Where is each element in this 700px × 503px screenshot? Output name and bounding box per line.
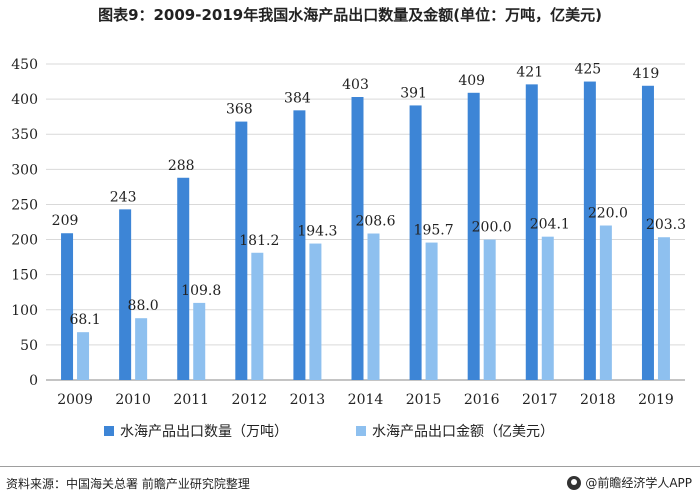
data-label: 243	[110, 189, 137, 205]
y-tick-label: 150	[11, 268, 38, 284]
x-tick-label: 2018	[580, 392, 616, 408]
bar-export-volume	[467, 92, 480, 381]
bar-export-value	[483, 239, 496, 380]
x-tick-label: 2016	[464, 392, 500, 408]
data-label: 208.6	[355, 214, 395, 230]
bar-export-volume	[293, 110, 306, 380]
bar-export-volume	[351, 97, 364, 380]
brand-credit: @前瞻经济学人APP	[567, 474, 692, 491]
bar-export-volume	[641, 85, 654, 380]
data-label: 419	[633, 66, 660, 82]
x-tick-label: 2011	[173, 392, 209, 408]
legend-label: 水海产品出口数量（万吨）	[120, 424, 288, 440]
data-label: 220.0	[588, 206, 628, 222]
legend-swatch	[356, 426, 366, 436]
x-tick-label: 2017	[522, 392, 558, 408]
data-label: 409	[458, 73, 485, 89]
bar-export-value	[541, 236, 554, 380]
brand-label: @前瞻经济学人APP	[585, 476, 692, 490]
bars	[61, 81, 670, 381]
data-label: 181.2	[239, 233, 279, 249]
x-tick-label: 2015	[406, 392, 442, 408]
y-tick-label: 100	[11, 303, 38, 319]
bar-export-volume	[409, 105, 422, 380]
x-tick-label: 2013	[290, 392, 326, 408]
data-label: 200.0	[472, 220, 512, 236]
data-label: 204.1	[530, 217, 570, 233]
y-tick-label: 450	[11, 57, 38, 73]
data-label: 368	[226, 102, 253, 118]
legend: 水海产品出口数量（万吨） 水海产品出口金额（亿美元）	[104, 424, 554, 440]
x-tick-label: 2010	[115, 392, 151, 408]
data-label: 384	[284, 90, 311, 106]
footer-divider	[0, 466, 700, 467]
y-axis-ticks: 0 50 100 150 200 250 300 350 400 450	[11, 57, 38, 389]
data-label: 203.3	[646, 217, 686, 233]
bar-chart: 0 50 100 150 200 250 300 350 400 450 209 68.1 243 88…	[11, 57, 686, 440]
bar-export-value	[425, 242, 438, 380]
data-label: 88.0	[128, 298, 159, 314]
data-label: 195.7	[414, 223, 454, 239]
source-note: 资料来源：中国海关总署 前瞻产业研究院整理	[6, 477, 250, 491]
data-label: 194.3	[297, 224, 337, 240]
bar-export-value	[657, 237, 670, 380]
bar-export-volume	[235, 121, 248, 381]
y-tick-label: 350	[11, 127, 38, 143]
bar-export-value	[251, 252, 264, 380]
x-tick-label: 2012	[231, 392, 267, 408]
data-label: 421	[516, 64, 543, 80]
bar-export-value	[599, 225, 612, 380]
x-tick-label: 2019	[638, 392, 674, 408]
y-tick-label: 400	[11, 92, 38, 108]
bar-export-volume	[525, 84, 538, 380]
data-label: 209	[52, 213, 79, 229]
x-tick-label: 2014	[348, 392, 384, 408]
data-label: 425	[574, 62, 601, 78]
bar-export-volume	[119, 209, 132, 380]
gridlines	[46, 63, 685, 381]
y-tick-label: 50	[20, 338, 38, 354]
y-tick-label: 200	[11, 233, 38, 249]
legend-label: 水海产品出口金额（亿美元）	[372, 424, 554, 440]
bar-export-value	[193, 302, 206, 380]
bar-export-volume	[61, 233, 74, 380]
x-axis-ticks: 2009 2010 2011 2012 2013 2014 2015 2016 2017 2018…	[57, 392, 674, 408]
bar-export-value	[77, 332, 90, 380]
bar-export-value	[135, 318, 148, 380]
bar-export-volume	[583, 81, 596, 381]
y-tick-label: 300	[11, 162, 38, 178]
x-tick-label: 2009	[57, 392, 93, 408]
data-label: 68.1	[69, 312, 100, 328]
data-labels: 209 68.1 243 88.0 288 109.8 368 181.2 384 194.3 40…	[52, 62, 686, 329]
chart-title: 图表9：2009-2019年我国水海产品出口数量及金额(单位：万吨，亿美元)	[98, 6, 602, 24]
data-label: 288	[168, 158, 195, 174]
bar-export-volume	[177, 177, 190, 380]
data-label: 109.8	[181, 283, 221, 299]
y-tick-label: 250	[11, 197, 38, 213]
bar-export-value	[367, 233, 380, 380]
data-label: 403	[342, 77, 369, 93]
brand-logo-icon	[567, 475, 582, 490]
data-label: 391	[400, 85, 427, 101]
y-tick-label: 0	[29, 373, 38, 389]
bar-export-value	[309, 243, 322, 380]
legend-swatch	[104, 426, 114, 436]
